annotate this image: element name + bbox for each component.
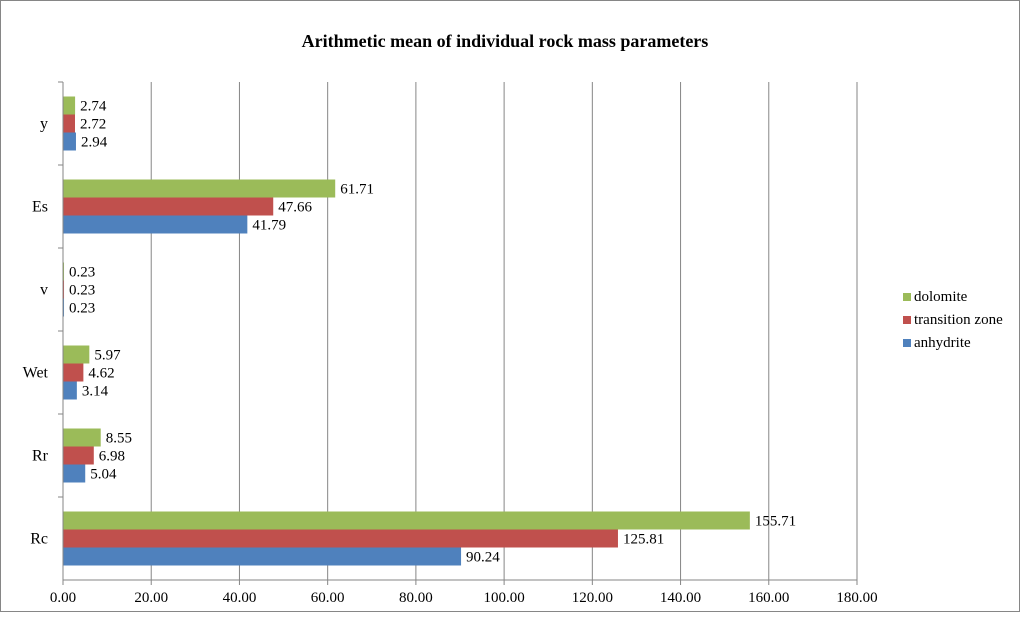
data-label: 5.97: [94, 348, 121, 364]
bar: [63, 511, 750, 530]
x-tick-label: 180.00: [836, 590, 877, 606]
legend-swatch: [903, 293, 911, 301]
bar: [63, 96, 76, 115]
data-label: 5.04: [90, 467, 117, 483]
legend-label: anhydrite: [914, 335, 971, 351]
legend-swatch: [903, 339, 911, 347]
x-tick-label: 140.00: [660, 590, 701, 606]
bar: [63, 179, 336, 198]
data-label: 125.81: [623, 532, 664, 548]
legend-swatch: [903, 316, 911, 324]
x-tick-label: 40.00: [223, 590, 257, 606]
chart-title: Arithmetic mean of individual rock mass …: [302, 31, 709, 51]
bar: [63, 197, 274, 216]
x-tick-label: 160.00: [748, 590, 789, 606]
bar: [63, 464, 86, 483]
data-label: 2.72: [80, 117, 106, 133]
bar: [63, 381, 77, 400]
legend-label: transition zone: [914, 312, 1003, 328]
y-category-label: Es: [32, 199, 48, 216]
x-tick-label: 100.00: [483, 590, 524, 606]
data-label: 155.71: [755, 514, 796, 530]
x-tick-label: 60.00: [311, 590, 345, 606]
data-label: 0.23: [69, 301, 95, 317]
bar: [63, 262, 65, 281]
y-category-label: y: [40, 116, 48, 133]
y-category-label: v: [40, 282, 48, 299]
x-tick-label: 80.00: [399, 590, 433, 606]
data-label: 8.55: [106, 431, 132, 447]
bar: [63, 547, 462, 566]
data-label: 3.14: [82, 384, 109, 400]
bar: [63, 345, 90, 364]
bar: [63, 298, 65, 317]
x-tick-label: 20.00: [134, 590, 168, 606]
bar: [63, 428, 101, 447]
data-label: 90.24: [466, 550, 500, 566]
y-category-label: Rc: [30, 531, 48, 548]
data-label: 41.79: [252, 218, 286, 234]
data-label: 61.71: [340, 182, 374, 198]
legend-label: dolomite: [914, 289, 968, 305]
data-label: 4.62: [88, 366, 114, 382]
x-tick-label: 0.00: [50, 590, 76, 606]
bar: [63, 114, 75, 133]
data-label: 2.94: [81, 135, 108, 151]
bar: [63, 215, 248, 234]
bar: [63, 446, 94, 465]
bar: [63, 363, 84, 382]
bar: [63, 529, 618, 548]
x-tick-label: 120.00: [572, 590, 613, 606]
data-label: 2.74: [80, 99, 107, 115]
y-category-label: Rr: [32, 448, 49, 465]
data-label: 0.23: [69, 265, 95, 281]
y-category-label: Wet: [23, 365, 49, 382]
bar: [63, 132, 76, 151]
data-label: 6.98: [99, 449, 125, 465]
data-label: 0.23: [69, 283, 95, 299]
bar: [63, 280, 65, 299]
data-label: 47.66: [278, 200, 312, 216]
